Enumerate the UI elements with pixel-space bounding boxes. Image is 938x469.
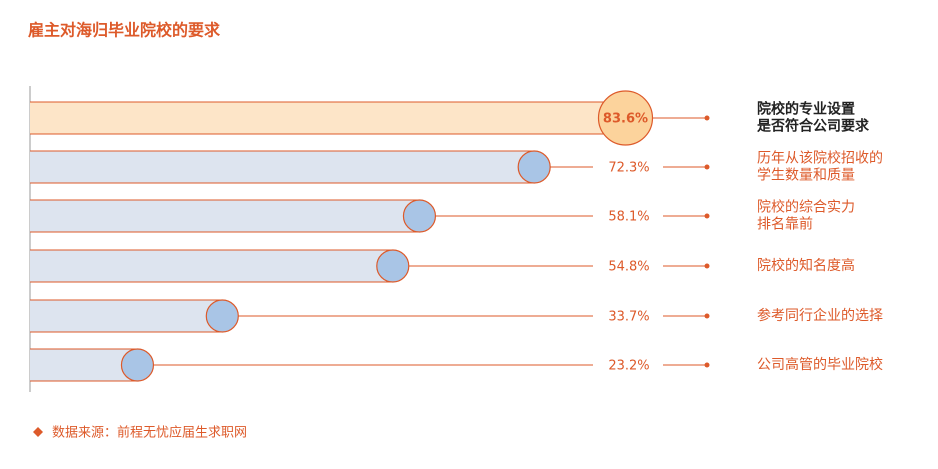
value-label: 33.7% bbox=[608, 310, 649, 325]
category-label: 院校的专业设置 bbox=[757, 101, 855, 118]
category-label: 院校的综合实力 bbox=[757, 199, 855, 216]
category-label: 历年从该院校招收的 bbox=[757, 150, 883, 167]
bar bbox=[30, 101, 626, 135]
leader-dot bbox=[704, 263, 710, 269]
leader-dot bbox=[704, 213, 710, 219]
bar-end-marker bbox=[517, 150, 551, 184]
bar bbox=[30, 199, 420, 233]
category-label: 参考同行企业的选择 bbox=[757, 307, 883, 324]
leader-dot bbox=[704, 362, 710, 368]
category-label: 公司高管的毕业院校 bbox=[757, 356, 883, 373]
source-icon bbox=[33, 427, 43, 437]
bar-end-marker bbox=[120, 348, 155, 382]
bar-end-marker bbox=[376, 249, 410, 283]
bar-end-marker bbox=[402, 199, 437, 233]
category-label: 学生数量和质量 bbox=[757, 168, 855, 184]
category-label: 排名靠前 bbox=[757, 216, 813, 233]
value-label: 58.1% bbox=[608, 210, 649, 225]
leader-dot bbox=[704, 115, 710, 121]
bar bbox=[30, 348, 138, 382]
bar bbox=[30, 249, 394, 283]
value-label: 23.2% bbox=[608, 359, 649, 374]
chart-title: 雇主对海归毕业院校的要求 bbox=[28, 21, 221, 40]
value-label: 54.8% bbox=[608, 260, 649, 275]
bars bbox=[30, 101, 626, 382]
leader-dot bbox=[704, 313, 710, 319]
value-label: 72.3% bbox=[608, 161, 649, 176]
bar-end-marker bbox=[205, 299, 239, 333]
leader-dot bbox=[704, 164, 710, 170]
bar bbox=[30, 299, 223, 333]
bar bbox=[30, 150, 535, 184]
category-label: 院校的知名度高 bbox=[757, 257, 855, 274]
source: 数据来源：前程无忧应届生求职网 bbox=[52, 425, 247, 441]
category-label: 是否符合公司要求 bbox=[757, 118, 870, 135]
value-label: 83.6% bbox=[603, 112, 648, 127]
